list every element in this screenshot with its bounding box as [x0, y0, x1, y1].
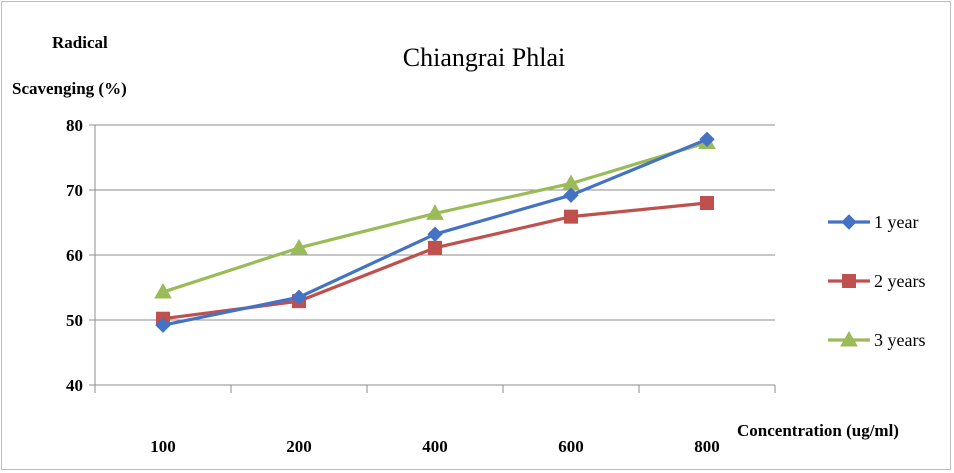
legend-marker [841, 214, 857, 230]
data-point [699, 131, 715, 148]
data-point [563, 187, 579, 203]
y-axis-label-line2: Scavenging (%) [12, 79, 127, 98]
gridlines [95, 124, 775, 321]
y-axis-label-line1: Radical [52, 33, 108, 52]
series-3-years [154, 133, 716, 299]
legend-item: 2 years [828, 271, 925, 291]
data-point [427, 226, 443, 242]
legend-label: 2 years [874, 271, 925, 291]
legend-marker [840, 330, 858, 347]
series-line [162, 201, 708, 321]
data-point [700, 196, 714, 210]
axes [89, 124, 776, 393]
legend-item: 1 year [828, 212, 918, 232]
data-point [564, 209, 578, 224]
data-point [154, 283, 172, 299]
legend-label: 1 year [874, 212, 918, 232]
y-tick-label: 40 [66, 376, 83, 395]
x-tick-label: 800 [694, 437, 720, 456]
series-layer [154, 131, 716, 333]
legend: 1 year 2 years 3 years [828, 212, 925, 350]
series-1-year [155, 131, 715, 333]
legend-label: 3 years [874, 330, 925, 350]
y-tick-label: 80 [66, 116, 83, 135]
y-tick-label: 60 [66, 246, 83, 265]
x-tick-label: 400 [422, 437, 448, 456]
data-point [426, 204, 444, 220]
y-tick-label: 50 [66, 311, 83, 330]
x-tick-label: 100 [150, 437, 176, 456]
x-axis-label: Concentration (ug/ml) [737, 421, 899, 440]
data-point [290, 238, 308, 255]
data-point [428, 240, 442, 255]
legend-item: 3 years [828, 330, 925, 350]
data-point [155, 317, 171, 333]
legend-marker [842, 274, 856, 288]
data-point [291, 289, 307, 305]
x-tick-label: 200 [286, 437, 312, 456]
tick-labels: 40 50 60 70 80 100 200 400 600 800 [66, 116, 720, 456]
x-tick-label: 600 [558, 437, 584, 456]
chart-title: Chiangrai Phlai [403, 43, 565, 72]
y-tick-label: 70 [66, 181, 83, 200]
